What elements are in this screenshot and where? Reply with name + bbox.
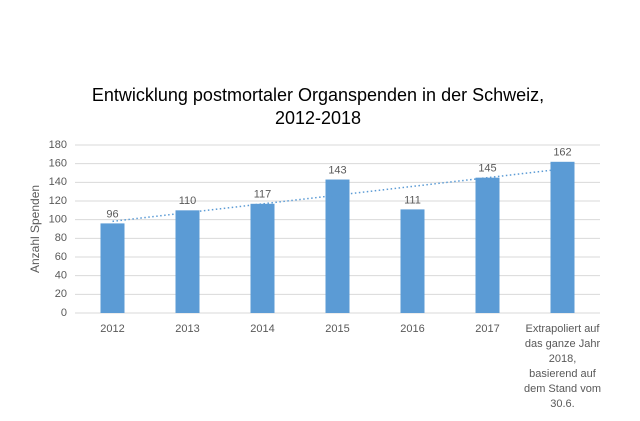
chart-title: Entwicklung postmortaler Organspenden in… xyxy=(92,85,544,105)
y-tick-label: 20 xyxy=(55,288,67,300)
y-axis-label: Anzahl Spenden xyxy=(28,185,42,273)
x-tick-label: 2012 xyxy=(100,323,125,335)
x-tick-label: 2015 xyxy=(325,323,350,335)
data-label: 145 xyxy=(478,163,496,175)
data-label: 117 xyxy=(254,189,272,201)
y-tick-label: 100 xyxy=(49,214,67,226)
x-tick-label: 2017 xyxy=(475,323,500,335)
chart-title: 2012-2018 xyxy=(275,108,361,128)
y-tick-label: 0 xyxy=(61,307,67,319)
y-tick-label: 160 xyxy=(49,158,67,170)
data-label: 110 xyxy=(179,195,197,207)
x-tick-label: 2014 xyxy=(250,323,275,335)
data-label: 111 xyxy=(404,194,421,206)
bar xyxy=(475,177,500,313)
y-tick-label: 40 xyxy=(55,270,67,282)
bar xyxy=(100,223,125,313)
bar xyxy=(400,209,425,313)
bar xyxy=(250,203,275,313)
bar xyxy=(325,179,350,313)
bar xyxy=(550,161,575,313)
x-tick-label: 2013 xyxy=(175,323,200,335)
y-tick-label: 80 xyxy=(55,232,67,244)
bar xyxy=(175,210,200,313)
x-tick-label: 2016 xyxy=(400,323,425,335)
y-tick-label: 60 xyxy=(55,251,67,263)
y-tick-label: 140 xyxy=(49,176,67,188)
data-label: 96 xyxy=(106,208,118,220)
data-label: 143 xyxy=(328,164,346,176)
data-label: 162 xyxy=(553,147,571,159)
x-tick-label: Extrapoliert auf das ganze Jahr 2018, ba… xyxy=(523,323,602,410)
y-tick-label: 120 xyxy=(49,195,67,207)
y-tick-label: 180 xyxy=(49,139,67,151)
